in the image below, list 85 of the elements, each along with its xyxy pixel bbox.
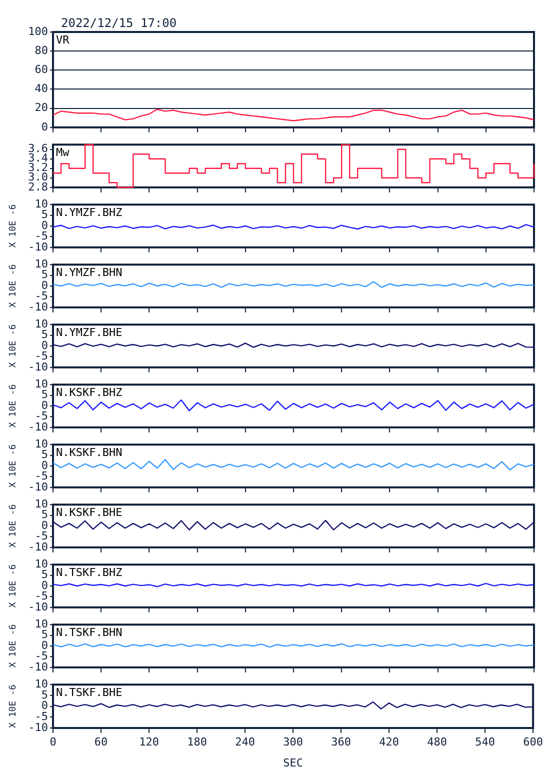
y-tick-label: 10 — [34, 377, 48, 390]
y-tick-label: -5 — [34, 650, 48, 663]
y-axis-title: X 10E -6 — [8, 444, 19, 488]
y-tick-label: -10 — [28, 660, 48, 674]
annotation: N.TSKF.BHE — [56, 686, 122, 699]
y-tick-label: 5 — [41, 388, 48, 402]
x-tick-label: 300 — [283, 735, 303, 748]
x-tick-label: 480 — [427, 735, 447, 748]
y-tick-label: 5 — [41, 328, 48, 342]
y-tick-label: 5 — [41, 628, 48, 642]
annotation: N.YMZF.BHZ — [56, 206, 123, 219]
y-tick-label: -10 — [28, 420, 48, 434]
y-tick-label: 10 — [34, 557, 48, 570]
y-tick-label: -5 — [34, 530, 48, 543]
y-tick-label: -5 — [34, 710, 48, 724]
y-tick-label: 5 — [41, 268, 48, 282]
y-tick-label: -10 — [28, 540, 48, 554]
y-axis-title: X 10E -6 — [8, 264, 19, 308]
y-tick-label: 10 — [34, 257, 48, 270]
annotation: N.YMZF.BHE — [56, 326, 122, 339]
y-tick-label: 0 — [41, 278, 48, 292]
y-axis-title: X 10E -6 — [8, 204, 19, 248]
annotation: Mw — [56, 146, 70, 159]
y-tick-label: 10 — [34, 317, 48, 330]
y-tick-label: 0 — [41, 398, 48, 412]
y-tick-label: 10 — [34, 197, 48, 210]
y-tick-label: -10 — [28, 300, 48, 314]
y-tick-label: -5 — [34, 470, 48, 483]
y-axis-title: X 10E -6 — [8, 624, 19, 668]
y-tick-label: 0 — [41, 638, 48, 652]
y-axis-title: X 10E -6 — [8, 324, 19, 368]
annotation: N.YMZF.BHN — [56, 266, 122, 279]
annotation: N.TSKF.BHZ — [56, 566, 123, 579]
y-tick-label: 40 — [34, 82, 48, 96]
y-tick-label: 10 — [34, 677, 48, 690]
y-tick-label: 2.8 — [28, 180, 48, 194]
y-tick-label: -5 — [34, 590, 48, 603]
y-tick-label: 0 — [41, 338, 48, 352]
y-tick-label: 60 — [34, 63, 48, 76]
x-tick-label: 120 — [139, 735, 159, 748]
y-tick-label: -5 — [34, 290, 48, 303]
y-axis-title: X 10E -6 — [8, 384, 19, 428]
annotation: N.KSKF.BHN — [56, 446, 122, 459]
annotation: VR — [56, 33, 70, 46]
annotation: N.KSKF.BHE — [56, 506, 122, 519]
y-tick-label: 0 — [41, 218, 48, 232]
y-tick-label: 5 — [41, 208, 48, 222]
y-tick-label: 5 — [41, 448, 48, 462]
y-tick-label: -10 — [28, 480, 48, 494]
y-axis-title: X 10E -6 — [8, 504, 19, 548]
y-tick-label: 10 — [34, 437, 48, 450]
y-tick-label: -5 — [34, 410, 48, 423]
y-tick-label: 0 — [41, 120, 48, 134]
y-tick-label: 0 — [41, 458, 48, 472]
x-tick-label: 540 — [475, 735, 495, 748]
x-tick-label: 600 — [523, 735, 544, 748]
y-tick-label: -5 — [34, 350, 48, 363]
y-tick-label: -10 — [28, 240, 48, 254]
x-tick-label: 420 — [379, 735, 399, 748]
y-tick-label: 5 — [41, 688, 48, 702]
y-tick-label: -10 — [28, 720, 48, 734]
x-tick-label: 0 — [50, 735, 56, 748]
y-tick-label: 100 — [28, 24, 48, 38]
x-tick-label: 240 — [235, 735, 255, 748]
y-tick-label: 0 — [41, 578, 48, 592]
y-tick-label: -5 — [34, 230, 48, 243]
y-tick-label: 20 — [34, 101, 48, 114]
annotation: N.KSKF.BHZ — [56, 386, 123, 399]
y-axis-title: X 10E -6 — [8, 684, 19, 728]
x-tick-label: 60 — [94, 735, 108, 748]
y-tick-label: 80 — [34, 44, 48, 57]
x-tick-label: 360 — [331, 735, 351, 748]
y-tick-label: 10 — [34, 617, 48, 630]
y-axis-title: X 10E -6 — [8, 564, 19, 608]
chart-title: 2022/12/15 17:00 — [61, 16, 177, 30]
annotation: N.TSKF.BHN — [56, 626, 122, 639]
y-tick-label: 0 — [41, 518, 48, 532]
y-tick-label: 0 — [41, 699, 48, 712]
x-axis-title: SEC — [283, 756, 303, 770]
y-tick-label: 10 — [34, 497, 48, 510]
y-tick-label: 5 — [41, 508, 48, 522]
y-tick-label: -10 — [28, 360, 48, 374]
y-tick-label: 5 — [41, 568, 48, 582]
x-tick-label: 180 — [187, 735, 207, 748]
y-tick-label: -10 — [28, 600, 48, 614]
